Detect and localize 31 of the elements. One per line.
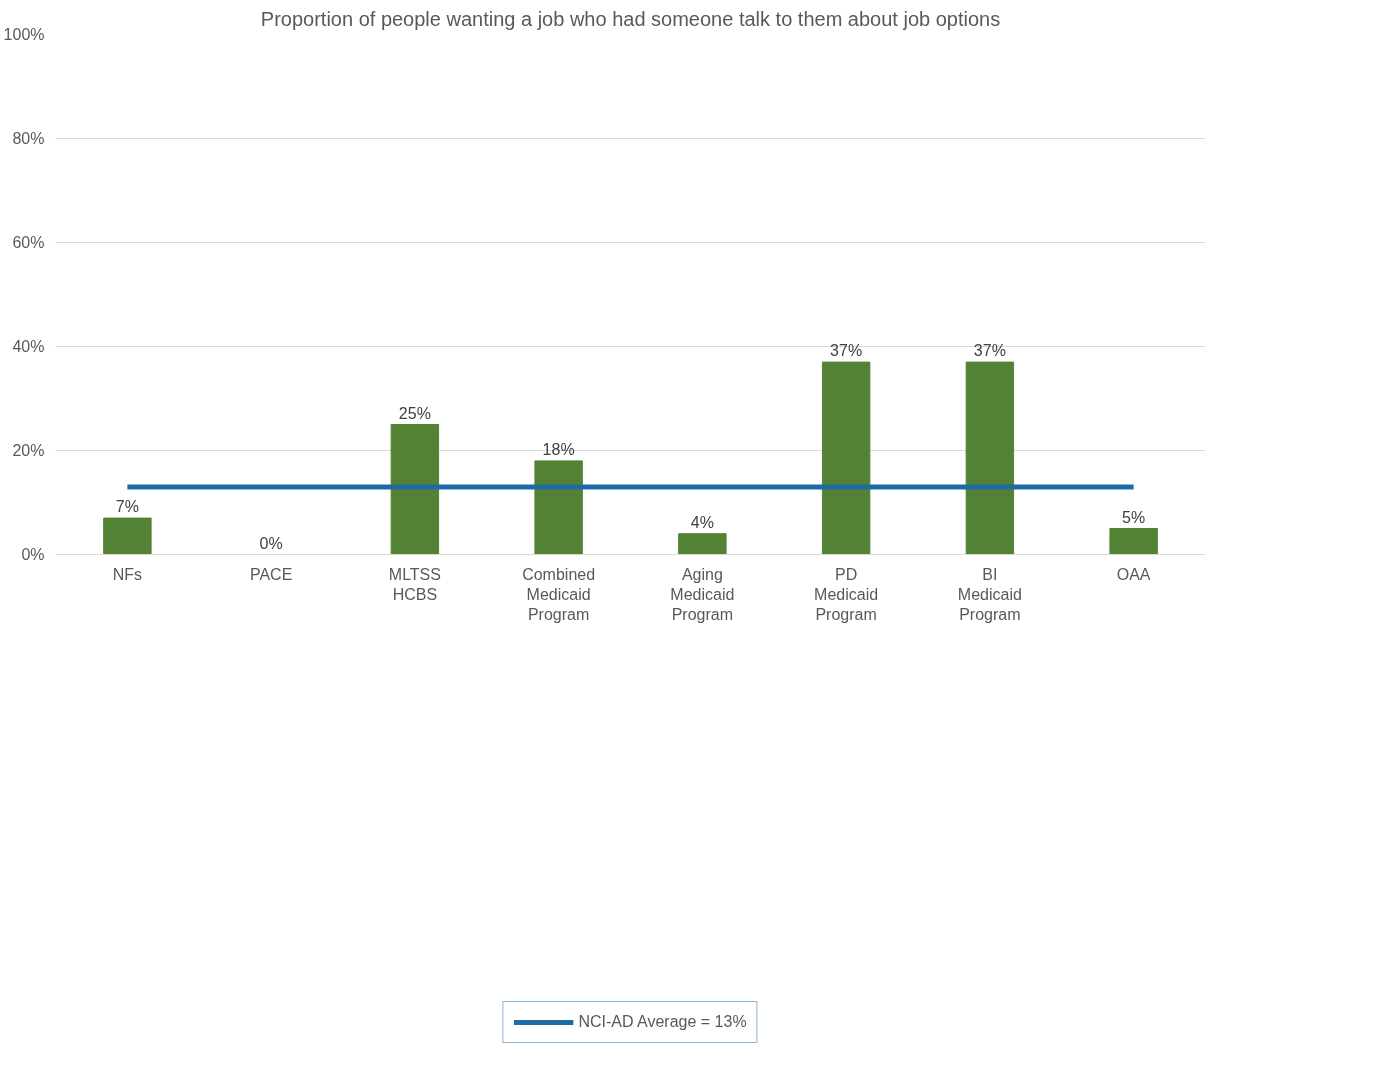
x-tick-label: PACE <box>249 565 293 583</box>
data-label: 37% <box>973 342 1006 360</box>
data-label: 5% <box>1122 508 1146 526</box>
bar <box>390 424 440 555</box>
data-label: 7% <box>115 498 139 516</box>
y-tick-label: 100% <box>3 26 45 43</box>
y-tick-label: 20% <box>12 442 45 459</box>
data-label: 0% <box>259 534 283 552</box>
x-tick-label: Combined Medicaid Program <box>522 565 596 624</box>
y-tick-label: 80% <box>12 130 45 147</box>
y-tick-label: 40% <box>12 338 45 355</box>
x-tick-label: Aging Medicaid Program <box>670 565 735 624</box>
chart-title: Proportion of people wanting a job who had someone talk to them about job options <box>260 7 1001 30</box>
y-tick-label: 60% <box>12 234 45 251</box>
data-label: 18% <box>542 440 575 458</box>
x-tick-label: PD Medicaid Program <box>814 565 879 624</box>
bar <box>678 533 727 555</box>
data-label: 4% <box>690 513 714 531</box>
data-label: 25% <box>398 404 431 422</box>
data-label: 37% <box>830 342 863 360</box>
bar <box>965 361 1015 555</box>
y-tick-label: 0% <box>21 546 45 563</box>
bar <box>103 517 152 555</box>
legend-label: NCI-AD Average = 13% <box>578 1013 747 1031</box>
x-tick-label: MLTSS HCBS <box>388 565 441 603</box>
bar <box>534 460 583 555</box>
x-tick-label: BI Medicaid Program <box>957 565 1022 624</box>
bar <box>821 361 871 555</box>
bar <box>1109 528 1158 555</box>
x-tick-label: NFs <box>112 565 143 583</box>
x-tick-label: OAA <box>1116 565 1151 583</box>
